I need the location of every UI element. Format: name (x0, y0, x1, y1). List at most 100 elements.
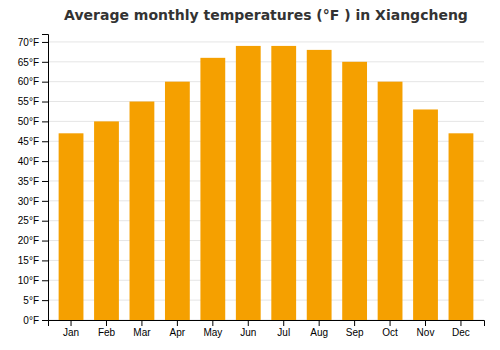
tick-mark (141, 320, 142, 326)
tick: 40°F (18, 156, 48, 167)
tick-label: Jul (277, 327, 290, 338)
tick-label: 5°F (23, 295, 39, 306)
bar (413, 109, 438, 320)
tick-mark (42, 280, 48, 281)
tick: Sep (346, 320, 364, 338)
tick-mark (283, 320, 284, 326)
chart: Jan Feb Mar Apr May Jun Jul Aug Sep Oct Nov Dec 0°F 5… (0, 0, 500, 350)
bar (94, 121, 119, 320)
bar (165, 82, 190, 320)
grid-line (48, 41, 484, 42)
grid-line (48, 101, 484, 102)
tick-label: 0°F (23, 315, 39, 326)
tick-label: 50°F (18, 116, 39, 127)
tick-label: 65°F (18, 57, 39, 68)
tick-mark (42, 62, 48, 63)
bar (378, 82, 403, 320)
bars (59, 46, 474, 320)
tick-mark (425, 320, 426, 326)
tick-mark (42, 241, 48, 242)
tick: 65°F (18, 57, 48, 68)
tick-mark (354, 320, 355, 326)
tick-label: 55°F (18, 96, 39, 107)
tick-mark (390, 320, 391, 326)
tick-label: 25°F (18, 215, 39, 226)
bar (130, 102, 155, 320)
bar (200, 58, 225, 320)
bar (59, 133, 84, 320)
axis-line (42, 35, 49, 321)
tick: 70°F (18, 37, 48, 48)
tick-label: Dec (452, 327, 470, 338)
tick-mark (42, 320, 48, 321)
tick: 10°F (18, 275, 48, 286)
tick-mark (212, 320, 213, 326)
tick-label: Apr (170, 327, 186, 338)
tick-label: Oct (382, 327, 398, 338)
tick-mark (42, 260, 48, 261)
bar (307, 50, 332, 320)
tick: 15°F (18, 255, 48, 266)
tick: May (203, 320, 222, 338)
x-axis: Jan Feb Mar Apr May Jun Jul Aug Sep Oct Nov Dec (49, 320, 485, 338)
plot: Jan Feb Mar Apr May Jun Jul Aug Sep Oct Nov Dec 0°F 5… (18, 35, 485, 339)
tick: Aug (310, 320, 328, 338)
tick: 25°F (18, 215, 48, 226)
tick: 50°F (18, 116, 48, 127)
tick-label: 20°F (18, 235, 39, 246)
tick-label: 40°F (18, 156, 39, 167)
grid (48, 42, 484, 320)
tick: Jun (240, 320, 256, 338)
tick-mark (42, 121, 48, 122)
y-axis: 0°F 5°F 10°F 15°F 20°F 25°F 30°F 35°F 40°F 45°F 50… (18, 35, 49, 326)
tick-mark (42, 300, 48, 301)
tick: Dec (452, 320, 470, 338)
bar (236, 46, 261, 320)
tick-label: 60°F (18, 76, 39, 87)
bar (271, 46, 296, 320)
tick-label: 70°F (18, 37, 39, 48)
tick-label: 45°F (18, 136, 39, 147)
tick-label: Nov (417, 327, 435, 338)
tick-mark (460, 320, 461, 326)
tick: Apr (170, 320, 186, 338)
tick: Oct (382, 320, 398, 338)
tick-mark (42, 82, 48, 83)
tick: 45°F (18, 136, 48, 147)
tick-label: Sep (346, 327, 364, 338)
bar (449, 133, 474, 320)
tick: 60°F (18, 76, 48, 87)
bar (342, 62, 367, 320)
tick: Mar (133, 320, 151, 338)
tick-label: 15°F (18, 255, 39, 266)
tick: 55°F (18, 96, 48, 107)
axis-line (49, 321, 485, 327)
tick-mark (42, 201, 48, 202)
tick-label: Mar (133, 327, 151, 338)
tick-mark (42, 102, 48, 103)
tick-mark (42, 221, 48, 222)
tick-label: 30°F (18, 196, 39, 207)
tick-mark (42, 141, 48, 142)
tick: 5°F (23, 295, 48, 306)
title: Average monthly temperatures (°F ) in Xi… (64, 7, 468, 23)
tick: Nov (417, 320, 435, 338)
tick: 35°F (18, 176, 48, 187)
tick-mark (42, 181, 48, 182)
tick-mark (42, 161, 48, 162)
tick-label: 35°F (18, 176, 39, 187)
tick: 20°F (18, 235, 48, 246)
tick-mark (248, 320, 249, 326)
tick-label: May (203, 327, 222, 338)
tick-mark (177, 320, 178, 326)
grid-line (48, 61, 484, 62)
tick: 0°F (23, 315, 48, 326)
tick-label: Feb (98, 327, 116, 338)
grid-line (48, 81, 484, 82)
tick-mark (42, 42, 48, 43)
tick-mark (319, 320, 320, 326)
tick: Jan (63, 320, 79, 338)
tick-mark (106, 320, 107, 326)
tick-label: 10°F (18, 275, 39, 286)
tick-mark (71, 320, 72, 326)
